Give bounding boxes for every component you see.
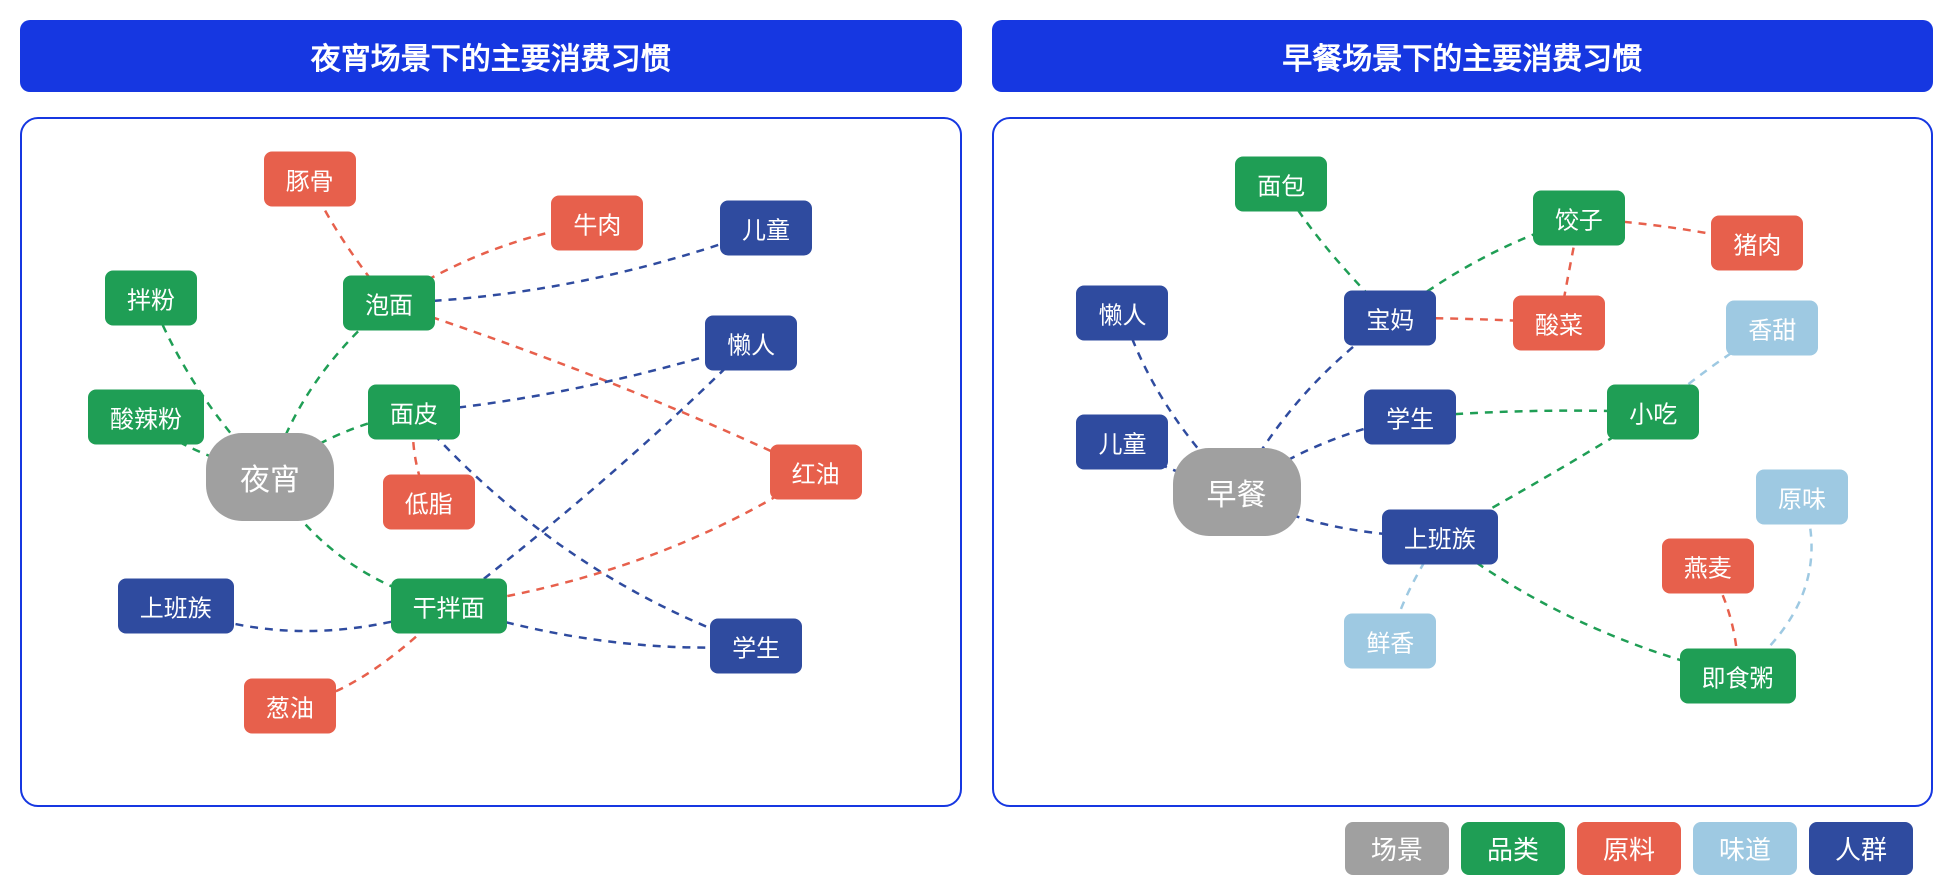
graph-box-left: 夜宵 豚骨牛肉 儿童拌粉 泡面懒人酸辣粉 面皮低脂 红油上班族 干拌面学生葱油 [20, 117, 962, 807]
legend-item: 人群 [1809, 822, 1913, 875]
graph-node: 宝妈 [1344, 290, 1436, 345]
graph-node: 红油 [770, 444, 862, 499]
graph-node: 猪肉 [1711, 216, 1803, 271]
graph-node: 饺子 [1533, 191, 1625, 246]
graph-node: 即食粥 [1680, 648, 1796, 703]
legend-item: 味道 [1693, 822, 1797, 875]
graph-node: 面皮 [368, 385, 460, 440]
graph-node: 香甜 [1726, 300, 1818, 355]
panel-title-left: 夜宵场景下的主要消费习惯 [20, 20, 962, 92]
graph-node: 拌粉 [105, 270, 197, 325]
graph-node: 学生 [710, 618, 802, 673]
graph-node: 上班族 [118, 579, 234, 634]
graph-node: 儿童 [720, 201, 812, 256]
panel-left: 夜宵场景下的主要消费习惯 夜宵 豚骨牛肉 儿童拌粉 泡面懒人酸辣粉 面皮低脂 红油上班族 干… [20, 20, 962, 807]
graph-node: 酸辣粉 [88, 390, 204, 445]
graph-node: 鲜香 [1344, 613, 1436, 668]
panel-title-right: 早餐场景下的主要消费习惯 [992, 20, 1934, 92]
graph-node: 葱油 [244, 678, 336, 733]
panel-right: 早餐场景下的主要消费习惯 早餐 面包饺子 猪肉懒人 宝妈 酸菜 香甜学生 小吃儿童原味上班族… [992, 20, 1934, 807]
graph-node: 牛肉 [551, 196, 643, 251]
graph-node: 燕麦 [1662, 539, 1754, 594]
graph-node: 学生 [1364, 390, 1456, 445]
edge [449, 343, 752, 606]
graph-node: 豚骨 [264, 151, 356, 206]
graph-node: 儿童 [1076, 415, 1168, 470]
graph-node: 上班族 [1382, 509, 1498, 564]
graph-node: 懒人 [705, 315, 797, 370]
center-node: 早餐 [1173, 448, 1301, 536]
legend-item: 场景 [1345, 822, 1449, 875]
graph-node: 小吃 [1607, 385, 1699, 440]
legend-item: 品类 [1461, 822, 1565, 875]
panels-container: 夜宵场景下的主要消费习惯 夜宵豚骨牛肉儿童拌粉泡面懒人酸辣粉面皮低脂红油上班族干… [20, 20, 1933, 807]
graph-node: 懒人 [1076, 285, 1168, 340]
edge [414, 343, 751, 413]
center-node: 夜宵 [206, 433, 334, 521]
graph-node: 泡面 [343, 275, 435, 330]
legend: 场景品类原料味道人群 [20, 822, 1933, 875]
graph-node: 低脂 [383, 474, 475, 529]
graph-node: 面包 [1235, 156, 1327, 211]
graph-box-right: 早餐 面包饺子 猪肉懒人 宝妈 酸菜 香甜学生 小吃儿童原味上班族燕麦鲜香即食粥 [992, 117, 1934, 807]
legend-item: 原料 [1577, 822, 1681, 875]
graph-node: 酸菜 [1513, 295, 1605, 350]
graph-node: 原味 [1756, 469, 1848, 524]
graph-node: 干拌面 [391, 579, 507, 634]
